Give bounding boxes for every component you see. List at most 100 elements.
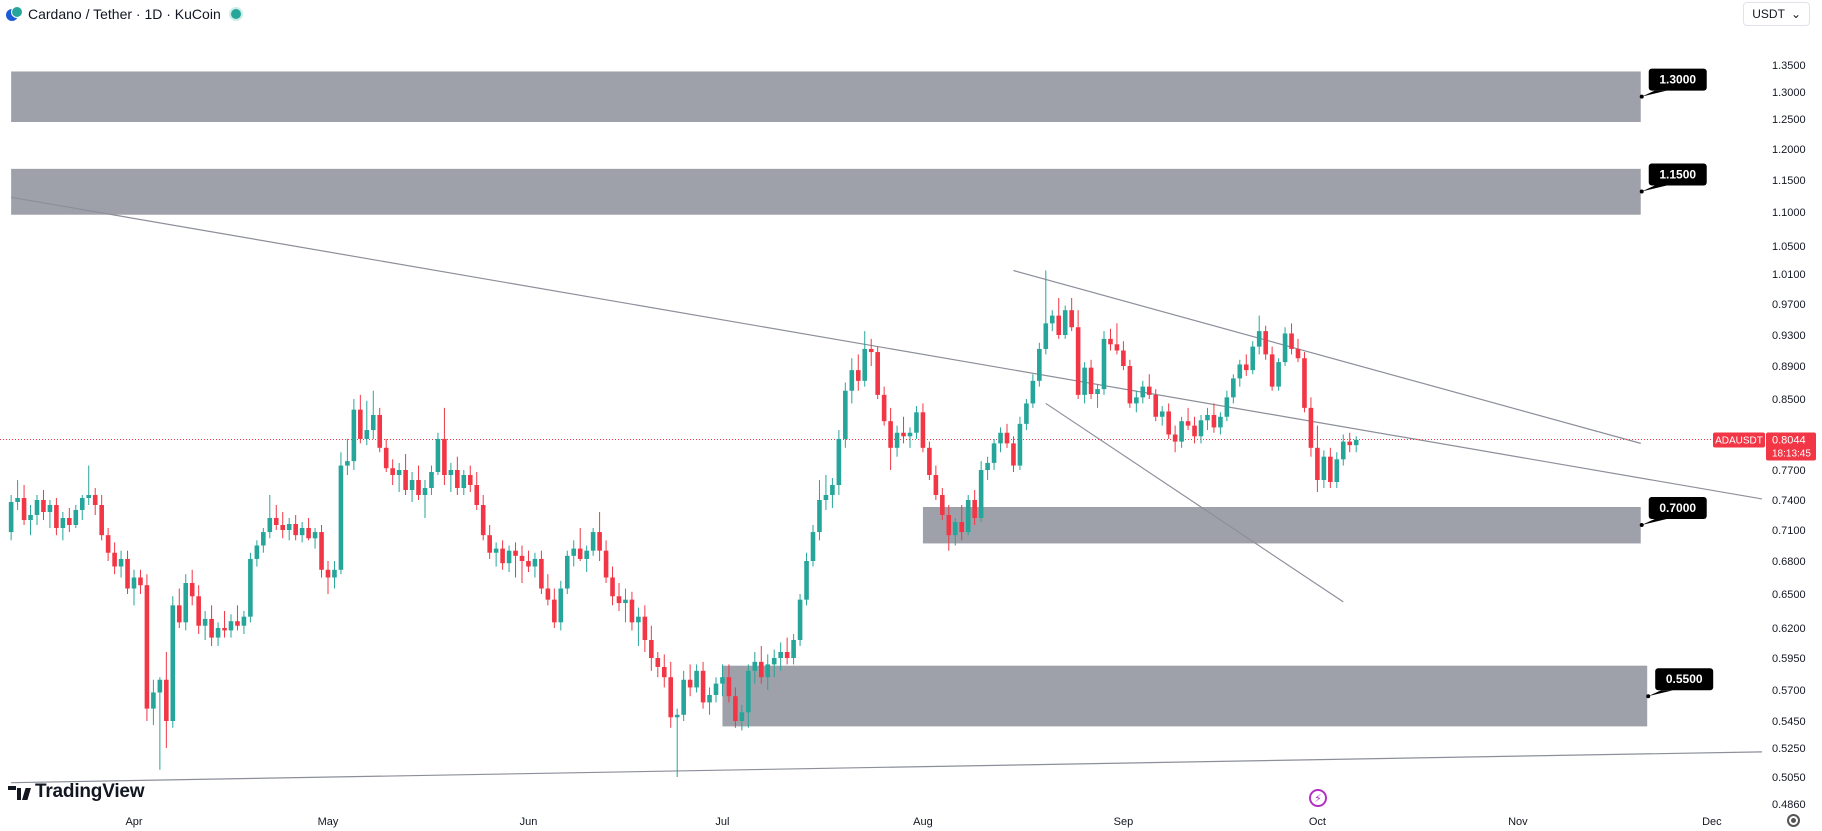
candle-body — [228, 621, 234, 631]
y-tick-label: 0.8500 — [1772, 394, 1806, 406]
x-tick-label: May — [318, 816, 339, 828]
candle-body — [241, 616, 247, 626]
tradingview-logo-icon — [8, 784, 31, 800]
zone-label-anchor — [1646, 694, 1651, 699]
y-tick-label: 1.2000 — [1772, 144, 1806, 156]
candle-body — [1037, 348, 1042, 381]
candle-body — [539, 558, 544, 589]
x-tick-label: Aug — [913, 816, 933, 828]
y-tick-label: 0.5250 — [1772, 743, 1806, 755]
candle-body — [487, 535, 492, 553]
y-tick-label: 0.6500 — [1772, 589, 1806, 601]
y-tick-label: 0.5450 — [1772, 716, 1806, 728]
support-zone-0-70 — [922, 507, 1641, 544]
symbol-header[interactable]: Cardano / Tether · 1D · KuCoin — [6, 5, 241, 23]
candle-body — [817, 500, 822, 533]
candle-body — [545, 588, 551, 600]
candle-body — [655, 658, 661, 667]
currency-selector[interactable]: USDT ⌄ — [1743, 2, 1810, 26]
candle-body — [112, 552, 117, 567]
candle-body — [480, 505, 486, 536]
candle-body — [694, 670, 699, 688]
candle-body — [901, 432, 906, 437]
ticker-badge-box — [1713, 432, 1765, 448]
candle-body — [364, 430, 370, 439]
symbol-title: Cardano / Tether · 1D · KuCoin — [28, 6, 221, 22]
resistance-zone-1-15 — [11, 168, 1641, 215]
candle-body — [8, 502, 14, 533]
candle-body — [700, 670, 706, 703]
candle-body — [649, 640, 654, 658]
candle-body — [1276, 362, 1281, 387]
candle-body — [1308, 407, 1314, 448]
candle-body — [1321, 456, 1327, 480]
x-tick-label: Apr — [125, 816, 142, 828]
candle-body — [383, 447, 389, 469]
candle-body — [623, 599, 628, 604]
candle-body — [526, 561, 531, 567]
candle-body — [467, 475, 473, 485]
gear-icon[interactable] — [1787, 814, 1800, 827]
x-tick-label: Nov — [1508, 816, 1528, 828]
y-tick-label: 1.1000 — [1772, 207, 1806, 219]
candle-body — [222, 628, 227, 631]
candle-body — [254, 545, 260, 559]
candle-body — [377, 414, 383, 448]
candle-body — [105, 535, 111, 553]
candle-body — [92, 495, 98, 505]
candle-body — [196, 596, 201, 626]
candle-body — [60, 518, 66, 528]
candle-body — [345, 461, 350, 466]
candle-body — [1056, 315, 1062, 335]
rising-support-trendline — [11, 751, 1762, 784]
y-tick-label: 0.6200 — [1772, 623, 1806, 635]
candle-body — [54, 505, 59, 528]
flash-event-icon[interactable]: ⚡ — [1309, 789, 1327, 807]
candle-body — [1146, 386, 1152, 395]
candle-body — [810, 532, 816, 561]
candle-body — [1166, 411, 1171, 435]
candle-body — [765, 664, 771, 678]
candle-body — [1062, 310, 1068, 335]
y-tick-label: 1.0500 — [1772, 241, 1806, 253]
candle-body — [1295, 348, 1301, 359]
candle-body — [998, 432, 1003, 444]
market-status-dot — [230, 9, 241, 19]
tradingview-logo[interactable]: TradingView — [8, 781, 145, 803]
lower-channel-trendline — [1045, 402, 1344, 603]
candle-body — [319, 532, 324, 570]
candle-body — [273, 518, 279, 525]
candle-body — [978, 470, 984, 518]
candle-body — [564, 555, 570, 589]
candle-body — [823, 495, 829, 500]
candle-body — [358, 409, 363, 439]
candle-body — [959, 522, 965, 533]
candle-body — [1101, 338, 1107, 390]
candle-body — [927, 447, 932, 475]
price-badge-value: 0.8044 — [1772, 434, 1806, 446]
y-tick-label: 0.6800 — [1772, 556, 1806, 568]
candle-body — [448, 470, 454, 475]
candle-body — [493, 548, 499, 553]
candle-body — [668, 677, 674, 718]
candle-body — [733, 696, 738, 721]
candle-body — [144, 585, 150, 709]
candle-body — [1114, 344, 1120, 351]
candle-body — [280, 525, 286, 530]
zone-price-label: 0.7000 — [1659, 501, 1696, 515]
candle-body — [519, 555, 525, 561]
y-tick-label: 1.2500 — [1772, 114, 1806, 126]
candle-body — [1179, 421, 1184, 442]
candle-body — [370, 414, 376, 431]
candle-body — [681, 679, 686, 715]
candle-body — [933, 475, 939, 495]
candle-body — [1121, 350, 1126, 366]
candle-body — [920, 412, 926, 448]
zone-label-pointer — [1648, 690, 1674, 697]
candle-body — [1030, 380, 1036, 404]
candle-body — [67, 518, 72, 525]
candle-body — [797, 599, 803, 640]
candle-body — [299, 528, 305, 536]
y-tick-label: 0.5950 — [1772, 653, 1806, 665]
